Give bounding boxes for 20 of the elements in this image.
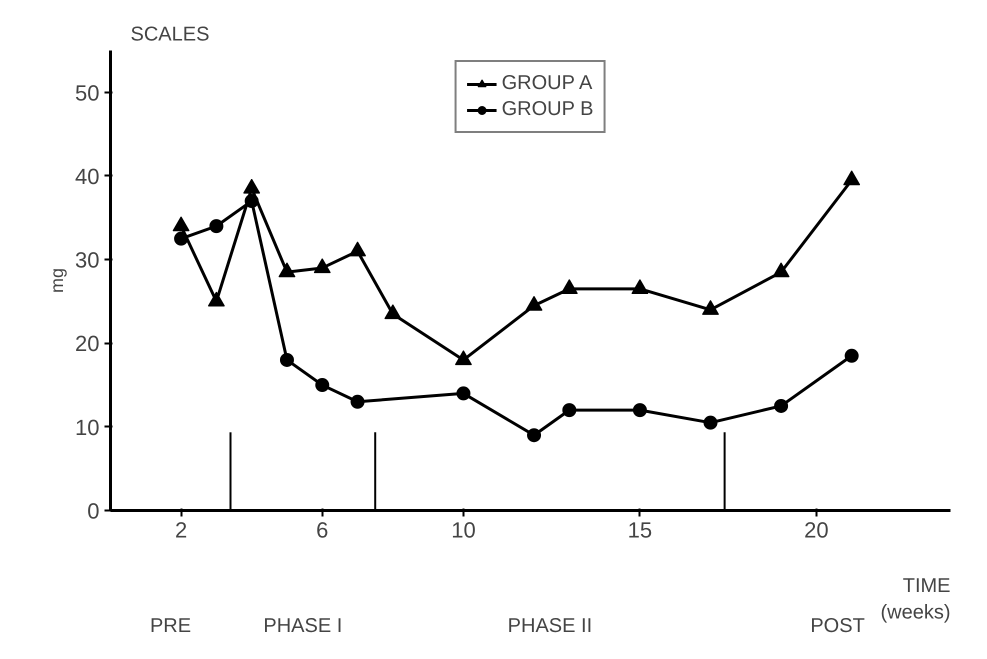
y-axis-title: mg [47,268,68,293]
text: PHASE II [508,615,592,637]
y-tick-label: 20 [75,331,100,356]
x-tick-label: 10 [451,518,476,542]
x-tick-label: 15 [628,518,652,542]
y-tick-label: 50 [75,80,100,106]
text: PHASE I [263,615,342,637]
chart-title: SCALES [130,24,210,46]
legend-label: GROUP A [502,72,592,95]
text: POST [810,615,865,637]
y-tick-label: 10 [75,414,100,440]
x-tick-label: 2 [174,518,188,542]
legend-label: GROUP B [502,98,594,121]
y-tick-label: 30 [75,248,100,273]
y-tick-label: 0 [87,498,100,524]
x-axis-title: TIME (weeks) [880,575,951,624]
y-tick-label: 40 [75,164,100,189]
x-tick-label: 6 [316,518,328,542]
text: PRE [150,615,192,637]
x-tick-label: 20 [804,518,829,542]
